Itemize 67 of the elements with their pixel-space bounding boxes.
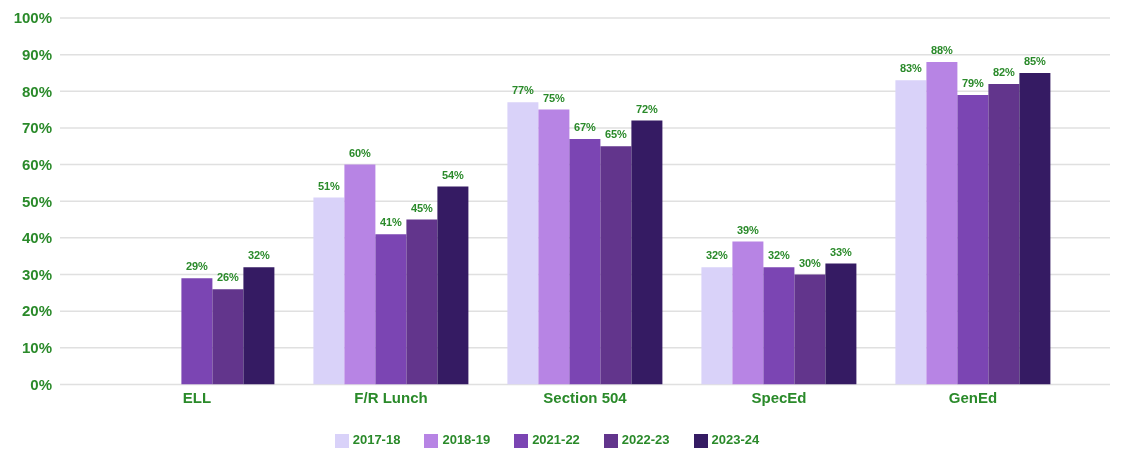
data-label: 45% [410, 201, 434, 214]
bar [926, 61, 958, 385]
legend-label: 2017-18 [352, 432, 401, 448]
bar [794, 274, 826, 385]
y-tick-label: 80% [21, 82, 52, 100]
data-label: 32% [247, 249, 271, 262]
bar [763, 267, 795, 385]
bar [957, 94, 989, 385]
x-tick-label: SpecEd [751, 389, 807, 407]
data-label: 39% [736, 223, 760, 236]
data-label: 82% [992, 65, 1016, 78]
bar [732, 241, 764, 385]
bar [437, 186, 469, 385]
data-label: 77% [511, 84, 535, 97]
y-tick-label: 10% [21, 339, 52, 357]
data-label: 83% [899, 62, 923, 75]
y-tick-label: 0% [30, 375, 52, 393]
data-label: 65% [604, 128, 628, 141]
data-label: 85% [1023, 54, 1047, 67]
bar [600, 146, 632, 385]
x-tick-label: ELL [182, 389, 212, 407]
data-label: 30% [798, 256, 822, 269]
data-label: 26% [216, 271, 240, 284]
bar [569, 138, 601, 385]
y-tick-label: 70% [21, 119, 52, 137]
data-label: 72% [635, 102, 659, 115]
data-label: 29% [185, 260, 209, 273]
x-tick-label: GenEd [948, 389, 998, 407]
data-label: 67% [573, 120, 597, 133]
data-label: 79% [961, 76, 985, 89]
bar [701, 267, 733, 385]
data-label: 51% [317, 179, 341, 192]
bar [313, 197, 345, 385]
bar [212, 289, 244, 385]
data-label: 60% [348, 146, 372, 159]
legend-label: 2022-23 [621, 432, 670, 448]
bar [988, 83, 1020, 385]
bar [538, 109, 570, 385]
legend-label: 2018-19 [442, 432, 491, 448]
data-label: 75% [542, 91, 566, 104]
x-tick-label: Section 504 [543, 389, 628, 407]
bar [895, 80, 927, 385]
y-tick-label: 100% [13, 9, 52, 27]
bar [825, 263, 857, 385]
bar [181, 278, 213, 385]
y-tick-label: 50% [21, 192, 52, 210]
y-tick-label: 40% [21, 229, 52, 247]
bar [631, 120, 663, 385]
y-tick-label: 20% [21, 302, 52, 320]
legend-label: 2023-24 [711, 432, 760, 448]
y-tick-label: 90% [21, 45, 52, 63]
bar [344, 164, 376, 385]
data-label: 54% [441, 168, 465, 181]
data-label: 32% [767, 249, 791, 262]
bar [1019, 72, 1051, 385]
data-label: 32% [705, 249, 729, 262]
data-label: 33% [829, 245, 853, 258]
bar [243, 267, 275, 385]
legend-label: 2021-22 [532, 432, 580, 448]
data-label: 41% [379, 216, 403, 229]
x-tick-label: F/R Lunch [354, 389, 428, 407]
y-tick-label: 60% [21, 155, 52, 173]
bar [507, 102, 539, 385]
bar [375, 234, 407, 385]
data-label: 88% [930, 43, 954, 56]
y-tick-label: 30% [21, 265, 52, 283]
bar [406, 219, 438, 385]
